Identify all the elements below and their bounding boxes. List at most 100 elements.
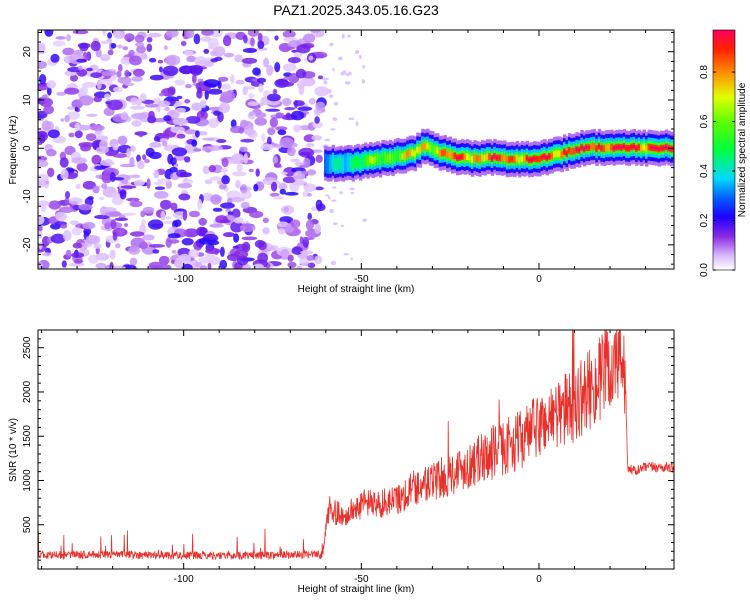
noise-blob [38,229,43,240]
signal-ridge-cell [548,154,552,158]
noise-blob [132,174,141,179]
noise-blob [332,222,338,225]
noise-blob [112,177,125,181]
noise-blob [118,227,125,236]
colorbar-tick-label: 0.6 [699,114,710,128]
noise-blob [65,249,72,258]
noise-blob [120,185,137,189]
noise-blob [220,246,225,257]
noise-blob [101,70,117,77]
noise-blob [197,198,203,210]
noise-blob [200,36,212,42]
snr-panel: -100 -50 0 500 1000 1500 2000 2500 Height of s… [8,329,675,595]
noise-blob [298,84,305,96]
signal-ridge-cell [448,152,452,156]
signal-ridge-cell [488,155,492,159]
noise-blob [247,111,256,120]
noise-blob [38,214,45,226]
signal-ridge-cell [470,157,475,161]
noise-blob [307,212,313,220]
noise-blob [286,146,296,157]
noise-blob [210,30,223,38]
noise-blob [38,159,49,168]
noise-blob [238,126,245,134]
noise-blob [338,56,343,61]
noise-blob [331,199,337,202]
noise-blob [240,201,250,209]
noise-blob [355,49,360,55]
noise-blob [60,168,69,180]
noise-blob [86,67,93,72]
noise-blob [148,57,157,63]
noise-blob [257,40,265,49]
noise-blob [341,33,345,39]
y-tick-label: 500 [22,516,33,533]
noise-blob [131,112,148,120]
noise-blob [261,133,266,142]
signal-ridge-cell [660,146,664,150]
noise-blob [240,138,255,143]
noise-blob [329,128,336,131]
noise-blob [174,79,186,86]
signal-ridge-cell [463,155,467,159]
noise-blob [260,143,275,151]
noise-blob [75,183,81,190]
signal-ridge-cell [431,147,435,150]
noise-blob [263,57,270,68]
noise-blob [87,196,94,201]
noise-blob [69,201,79,205]
signal-ridge-cell [461,155,465,158]
signal-ridge-cell [339,161,343,165]
noise-blob [325,194,329,197]
signal-ridge-cell [490,156,495,160]
signal-ridge-cell [466,155,470,158]
noise-blob [173,144,179,148]
noise-blob [112,144,119,151]
signal-ridge-cell [565,152,569,156]
noise-blob [165,54,181,66]
noise-blob [129,257,138,266]
noise-blob [348,71,352,76]
noise-blob [59,206,74,213]
noise-blob [140,219,146,225]
noise-blob [314,186,324,191]
noise-blob [316,203,326,211]
noise-blob [184,99,191,104]
signal-ridge-cell [657,147,661,151]
signal-ridge-cell [475,157,480,160]
noise-blob [85,235,101,245]
noise-blob [50,233,66,244]
signal-ridge-cell [418,148,423,152]
noise-blob [152,249,160,254]
signal-ridge-cell [662,146,666,150]
signal-ridge-cell [545,156,549,160]
noise-blob [178,193,191,201]
spectrogram-x-axis: -100 -50 0 [41,30,647,285]
noise-blob [332,117,338,122]
noise-blob [100,160,115,167]
noise-blob [176,169,188,178]
noise-blob [221,175,230,185]
noise-blob [227,211,233,216]
noise-blob [140,210,146,218]
noise-blob [78,203,93,211]
signal-ridge-cell [354,160,358,164]
y-tick-label: 10 [22,94,33,106]
noise-blob [292,180,308,186]
noise-blob [275,145,282,149]
signal-ridge-cell [645,147,649,151]
noise-blob [326,89,332,94]
signal-ridge-cell [408,151,413,155]
noise-blob [95,253,110,261]
noise-blob [52,40,66,47]
noise-blob [218,184,227,190]
noise-blob [273,195,284,200]
signal-ridge-cell [615,145,619,149]
noise-blob [38,74,47,85]
noise-blob [60,118,65,122]
signal-ridge-cell [600,146,604,150]
noise-blob [74,122,81,131]
noise-blob [347,34,351,38]
noise-blob [70,74,78,82]
noise-blob [165,216,172,220]
